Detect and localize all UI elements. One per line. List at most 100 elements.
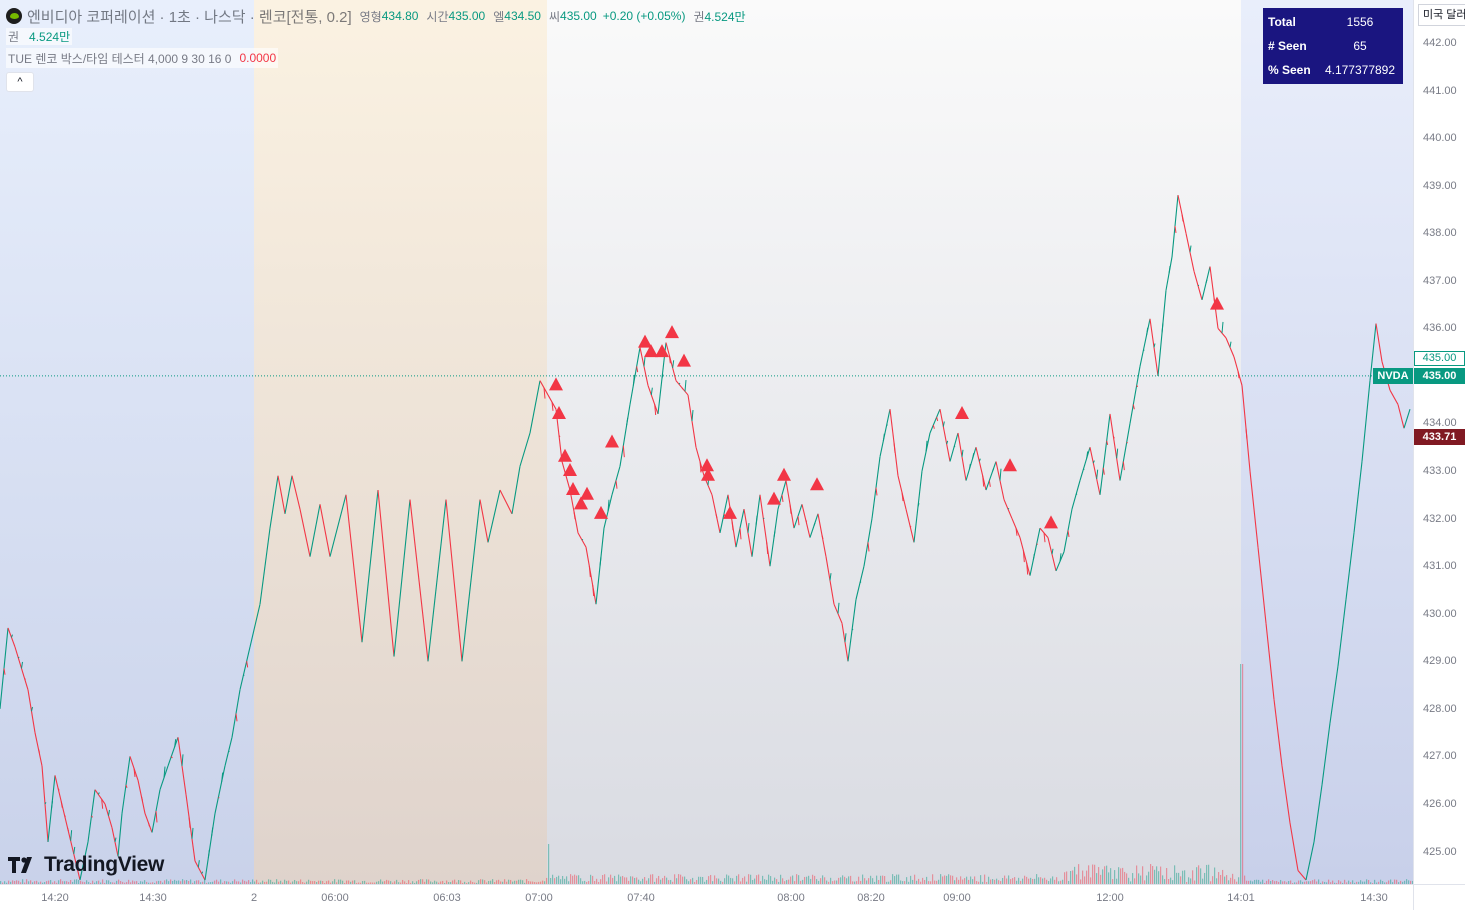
volume-bar: [388, 880, 390, 884]
renko-brick: [946, 440, 949, 445]
renko-brick: [654, 404, 657, 416]
renko-brick: [1221, 321, 1224, 334]
volume-bar: [458, 880, 460, 884]
renko-down-segment: [377, 490, 395, 657]
volume-bar: [1024, 875, 1026, 884]
volume-bar: [1208, 864, 1210, 884]
price-scale[interactable]: 미국 달러 442.00 441.00 440.00 439.00 438.00 437.…: [1413, 0, 1465, 910]
renko-brick: [155, 811, 158, 823]
currency-button[interactable]: 미국 달러: [1418, 4, 1465, 26]
volume-bar: [404, 881, 406, 884]
volume-bar: [1340, 881, 1342, 884]
price-tick: 431.00: [1423, 560, 1457, 573]
renko-brick: [668, 355, 671, 364]
volume-bar: [1030, 877, 1032, 884]
renko-up-segment: [214, 765, 226, 814]
volume-bar: [338, 879, 340, 884]
volume-bar: [920, 881, 922, 884]
volume-bar: [210, 882, 212, 884]
volume-bar: [550, 877, 552, 884]
price-tick: 438.00: [1423, 227, 1457, 240]
time-axis[interactable]: 14:20 14:30 2 06:00 06:03 07:00 07:40 08:00 08:2…: [0, 884, 1413, 910]
volume-bar: [1046, 879, 1048, 884]
volume-bar: [572, 875, 574, 884]
volume-bar: [880, 875, 882, 884]
renko-up-segment: [1369, 323, 1377, 381]
renko-brick: [207, 849, 210, 858]
volume-bar: [896, 874, 898, 884]
volume-bar: [1196, 867, 1198, 884]
volume-bar: [1344, 879, 1346, 884]
volume-bar: [864, 878, 866, 884]
volume-bar: [318, 880, 320, 884]
volume-bar: [1204, 872, 1206, 884]
renko-brick: [1007, 507, 1010, 510]
volume-bar: [916, 880, 918, 884]
close-label: 씨: [548, 9, 561, 24]
signal-triangle-icon: [677, 353, 691, 367]
time-tick: 14:20: [41, 892, 69, 904]
volume-bar: [1352, 880, 1354, 884]
volume-bar: [964, 878, 966, 884]
volume-bar: [104, 882, 106, 884]
volume-bar: [822, 875, 824, 884]
volume-bar: [1226, 875, 1228, 884]
indicator-legend[interactable]: TUE 렌코 박스/타임 테스터 4,000 9 30 16 0 0.0000: [6, 48, 279, 68]
volume-bar: [1308, 881, 1310, 884]
renko-down-segment: [1375, 323, 1383, 362]
volume-bar: [378, 881, 380, 884]
volume-bar: [492, 879, 494, 884]
volume-bar: [802, 879, 804, 884]
symbol-legend-row[interactable]: 엔비디아 코퍼레이션 · 1초 · 나스닥 · 렌코[전통, 0.2] 영형 4…: [6, 6, 746, 26]
volume-bar: [18, 880, 20, 884]
signal-triangle-icon: [638, 334, 652, 348]
renko-up-segment: [239, 646, 251, 690]
chart-pane[interactable]: [0, 0, 1413, 884]
volume-bar: [1028, 878, 1030, 884]
volume-bar: [1058, 881, 1060, 884]
volume-bar: [1346, 882, 1348, 884]
volume-bar: [290, 882, 292, 884]
volume-bar: [1162, 875, 1164, 884]
volume-bar: [734, 881, 736, 884]
renko-brick: [44, 802, 47, 805]
volume-bar: [942, 876, 944, 884]
renko-brick: [632, 374, 635, 386]
collapse-legend-button[interactable]: ^: [6, 72, 34, 92]
renko-up-segment: [619, 404, 631, 467]
change-value: +0.20 (+0.05%): [602, 9, 686, 23]
volume-bar: [1324, 881, 1326, 884]
renko-brick: [1096, 469, 1099, 480]
volume-bar: [114, 882, 116, 884]
volume-bar: [1124, 871, 1126, 884]
volume-bar: [1092, 864, 1094, 884]
volume-bar: [666, 877, 668, 884]
volume-bar: [606, 881, 608, 884]
volume-bar: [38, 882, 40, 884]
symbol-title[interactable]: 엔비디아 코퍼레이션 · 1초 · 나스닥 · 렌코[전통, 0.2]: [27, 8, 352, 26]
renko-brick: [1075, 493, 1078, 496]
volume-bar: [250, 882, 252, 884]
volume-bar: [1382, 881, 1384, 884]
volume-bar: [1010, 879, 1012, 884]
volume-bar: [304, 882, 306, 884]
volume-bar: [1088, 865, 1090, 884]
signal-triangle-icon: [1044, 515, 1058, 529]
axis-corner: [1413, 884, 1465, 910]
volume-bar: [1054, 879, 1056, 884]
renko-brick: [1067, 530, 1070, 538]
volume-histogram: [0, 664, 1413, 884]
volume-bar: [1224, 876, 1226, 884]
volume-bar: [950, 875, 952, 884]
renko-down-segment: [1397, 404, 1405, 429]
volume-bar: [1312, 880, 1314, 884]
volume-bar: [1192, 870, 1194, 884]
price-tick: 436.00: [1423, 322, 1457, 335]
tradingview-logo[interactable]: TradingView: [8, 853, 164, 877]
volume-bar: [1134, 878, 1136, 884]
volume-bar: [686, 879, 688, 884]
signal-triangle-icon: [644, 344, 658, 358]
volume-bar: [1102, 869, 1104, 884]
volume-legend[interactable]: 권 4.524만: [6, 27, 73, 45]
volume-bar: [922, 877, 924, 884]
